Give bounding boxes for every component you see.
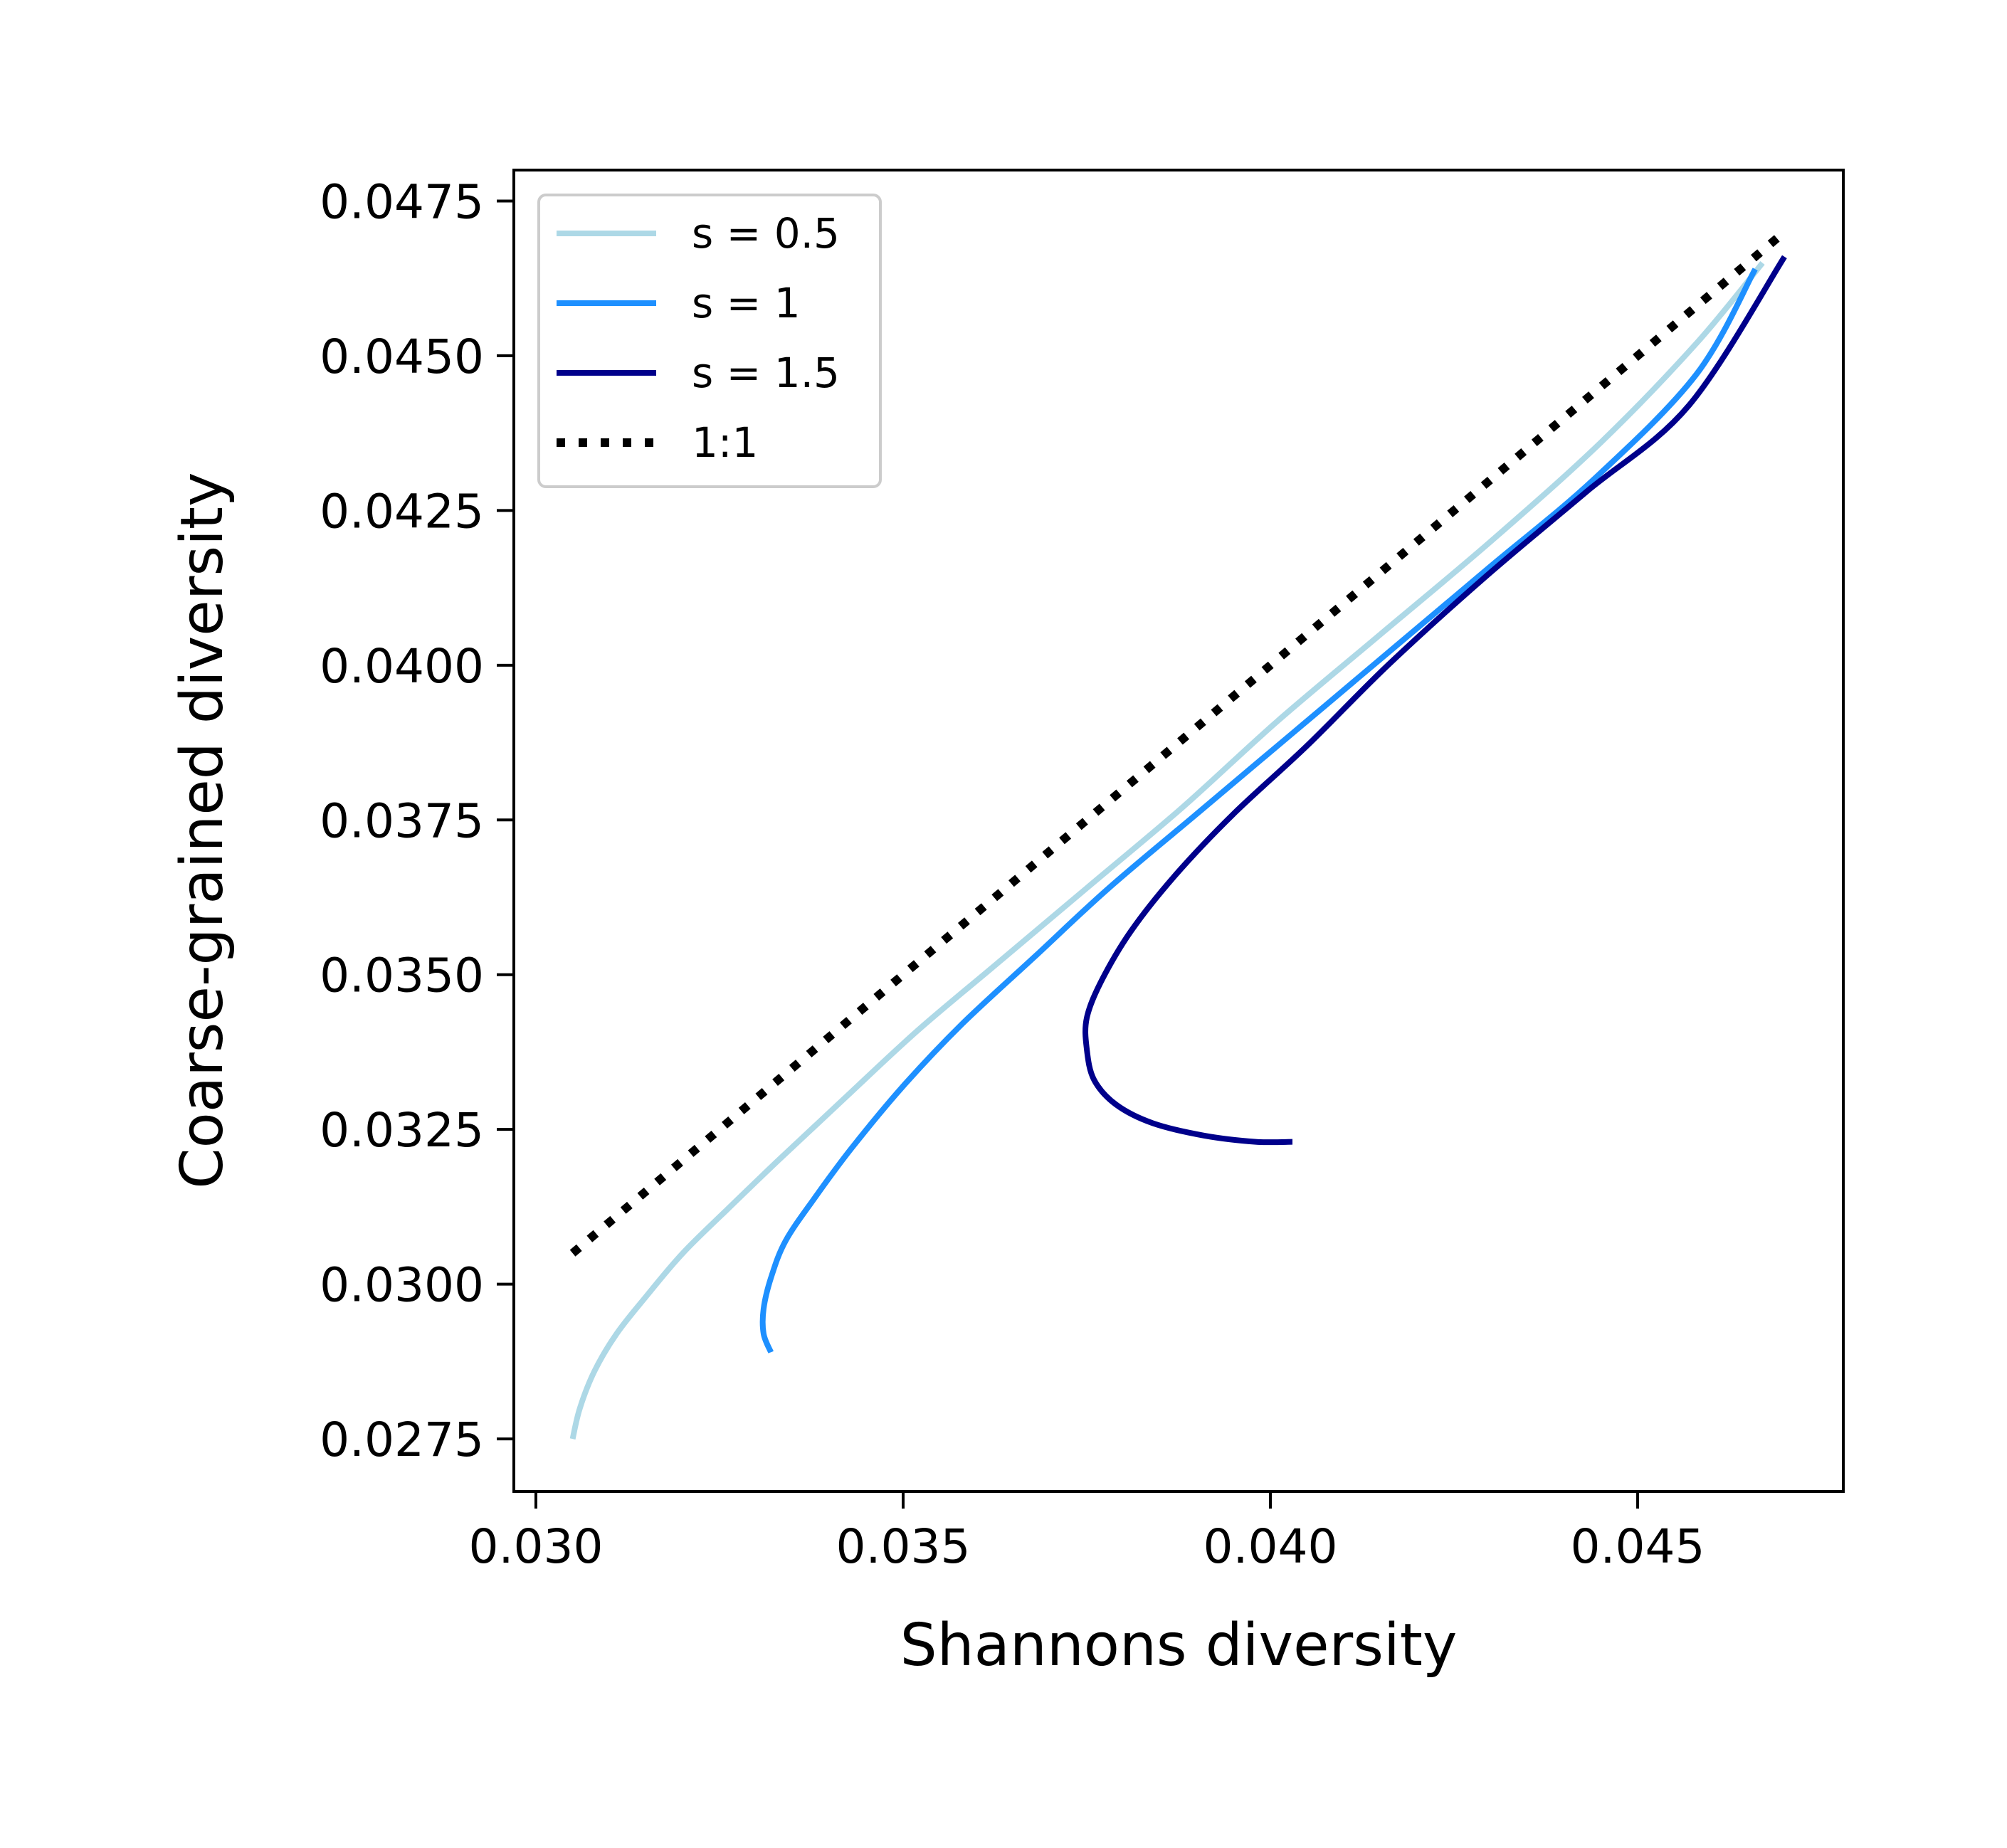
x-tick-label-3: 0.045 (1571, 1519, 1705, 1574)
y-tick-label-8: 0.0475 (320, 174, 484, 229)
y-axis-ticks: 0.0275 0.0300 0.0325 0.0350 0.0375 0.0400 0.04… (320, 174, 514, 1467)
x-tick-label-1: 0.035 (836, 1519, 971, 1574)
legend-label-3: 1:1 (692, 418, 758, 467)
legend-frame (537, 194, 882, 488)
x-axis-label: Shannons diversity (900, 1612, 1458, 1679)
y-tick-label-4: 0.0375 (320, 793, 484, 848)
legend-label-0: s = 0.5 (692, 209, 840, 258)
series-line-1 (759, 268, 1758, 1353)
plot-area-frame (512, 169, 1845, 1493)
y-tick-label-0: 0.0275 (320, 1413, 484, 1467)
y-tick-label-7: 0.0450 (320, 329, 484, 384)
y-tick-label-5: 0.0400 (320, 639, 484, 694)
y-tick-label-2: 0.0325 (320, 1103, 484, 1158)
y-tick-label-3: 0.0350 (320, 949, 484, 1003)
series-layer (569, 228, 1788, 1440)
y-tick-label-1: 0.0300 (320, 1258, 484, 1313)
series-line-0 (569, 260, 1765, 1440)
x-tick-label-0: 0.030 (468, 1519, 603, 1574)
x-axis-ticks: 0.030 0.035 0.040 0.045 (468, 1491, 1705, 1574)
x-tick-label-2: 0.040 (1203, 1519, 1338, 1574)
legend-label-1: s = 1 (692, 279, 801, 327)
y-tick-label-6: 0.0425 (320, 484, 484, 539)
legend: s = 0.5 s = 1 s = 1.5 1:1 (537, 194, 882, 488)
legend-label-2: s = 1.5 (692, 349, 840, 397)
y-axis-label: Coarse-grained diversity (169, 472, 236, 1188)
series-line-2 (1082, 255, 1787, 1146)
legend-entries: s = 0.5 s = 1 s = 1.5 1:1 (557, 209, 840, 467)
